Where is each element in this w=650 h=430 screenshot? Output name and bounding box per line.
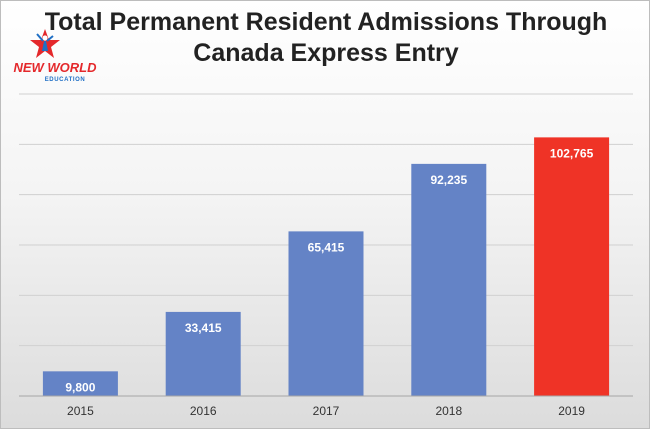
x-tick-labels: 2015 2016 2017 2018 2019	[67, 404, 585, 418]
x-tick-2015: 2015	[67, 404, 94, 418]
chart-title-line-2: Canada Express Entry	[193, 39, 459, 67]
x-tick-2017: 2017	[313, 404, 340, 418]
bar-2019	[534, 137, 610, 396]
new-world-education-logo: NEW WORLD EDUCATION	[13, 29, 97, 83]
data-label-2017: 65,415	[308, 240, 345, 254]
chart-title-line-1: Total Permanent Resident Admissions Thro…	[44, 8, 608, 36]
bar-2016	[165, 311, 241, 396]
bar-2015	[42, 371, 118, 396]
data-label-2015: 9,800	[65, 380, 95, 394]
data-label-2019: 102,765	[550, 146, 594, 160]
bar-2017	[288, 231, 364, 396]
chart-title: Total Permanent Resident Admissions Thro…	[1, 7, 650, 69]
data-label-2018: 92,235	[430, 173, 467, 187]
logo-text-line-2: EDUCATION	[45, 77, 86, 83]
logo-text-line-1: NEW WORLD	[13, 60, 97, 75]
star-figure-logo-icon	[30, 29, 60, 58]
bar-2018	[411, 163, 487, 396]
data-labels: 9,800 33,415 65,415 92,235 102,765	[65, 146, 593, 394]
bars	[42, 137, 610, 396]
data-label-2016: 33,415	[185, 321, 222, 335]
x-tick-2018: 2018	[435, 404, 462, 418]
x-tick-2019: 2019	[558, 404, 585, 418]
x-tick-2016: 2016	[190, 404, 217, 418]
